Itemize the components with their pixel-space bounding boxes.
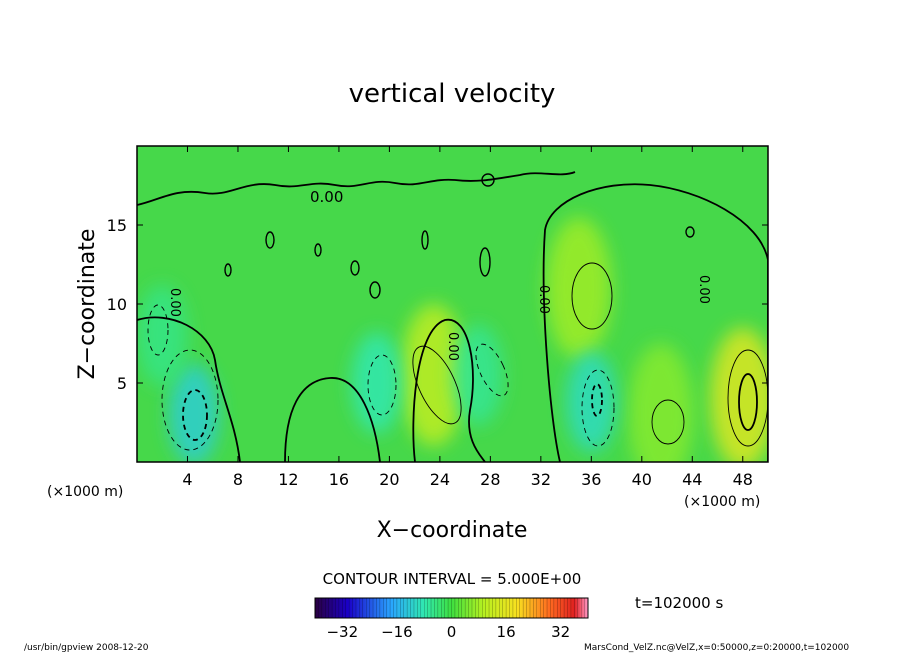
zero-contour-negative-left [137, 316, 241, 462]
x-axis-label: X−coordinate [377, 518, 528, 543]
colorbar-tick-label: −16 [381, 623, 413, 641]
y-tick-label: 5 [117, 374, 127, 393]
small-cell [265, 231, 275, 249]
x-tick-label: 40 [632, 470, 652, 489]
small-cell [479, 247, 491, 277]
colorbar-tick-label: 0 [447, 623, 457, 641]
small-cell [224, 263, 232, 277]
negative-contour-36-outer [581, 369, 615, 447]
y-axis-label: Z−coordinate [75, 229, 100, 380]
time-label: t=102000 s [635, 594, 723, 612]
small-cell [421, 230, 429, 250]
negative-contour-27 [475, 343, 509, 397]
x-tick-label: 36 [581, 470, 601, 489]
x-tick-label: 48 [733, 470, 753, 489]
x-tick-label: 44 [682, 470, 702, 489]
zero-contour-label: 0.00 [536, 285, 551, 314]
field-anomaly-negative [137, 285, 188, 387]
colorbar-ticks [318, 598, 585, 618]
zero-contour-label: 0.00 [310, 188, 343, 206]
x-tick-label: 12 [278, 470, 298, 489]
small-cell [314, 243, 322, 257]
field-anomaly-negative [566, 351, 617, 453]
chart-title: vertical velocity [349, 79, 556, 109]
footer-left: /usr/bin/gpview 2008-12-20 [24, 643, 149, 653]
zero-contour-mid [284, 377, 381, 462]
small-cell [685, 226, 695, 238]
negative-contour-4-inner [182, 389, 208, 441]
field-anomaly-positive [709, 327, 768, 462]
negative-contour-36-inner [591, 383, 603, 417]
small-cell [350, 260, 360, 276]
colorbar-labels: −32 −16 0 16 32 [326, 623, 570, 641]
x-tick-label: 24 [430, 470, 450, 489]
x-tick-label: 8 [233, 470, 243, 489]
field-anomaly-positive [400, 304, 467, 447]
colorbar-tick-label: −32 [326, 623, 358, 641]
field-anomaly-negative [351, 332, 403, 434]
zero-contour-top [137, 171, 576, 206]
x-tick-label: 28 [480, 470, 500, 489]
small-cell [369, 281, 381, 299]
x-axis: 4 8 12 16 20 24 28 32 36 40 44 48 [182, 146, 753, 489]
field-anomaly-positive [627, 343, 694, 462]
x-tick-label: 16 [329, 470, 349, 489]
footer-right: MarsCond_VelZ.nc@VelZ,x=0:50000,z=0:2000… [584, 643, 849, 653]
field-anomaly-negative [452, 324, 503, 426]
zero-contour-positive-24 [412, 319, 486, 462]
y-tick-label: 15 [107, 216, 127, 235]
x-tick-label: 20 [379, 470, 399, 489]
positive-contour-24 [412, 345, 462, 425]
x-tick-label: 32 [531, 470, 551, 489]
positive-contour-35 [571, 262, 613, 330]
colorbar-tick-label: 16 [497, 623, 516, 641]
x-tick-label: 4 [182, 470, 192, 489]
positive-contour-48-outer [727, 349, 768, 447]
zero-contour-label: 0.00 [696, 275, 711, 304]
y-tick-label: 10 [107, 295, 127, 314]
negative-contour-2 [147, 304, 169, 356]
zero-contour-label: 0.00 [445, 332, 460, 361]
colorbar-frame [314, 597, 589, 619]
negative-contour-4-outer [161, 349, 219, 451]
positive-contour-48-inner [738, 373, 758, 431]
y-axis: 5 10 15 [107, 216, 768, 393]
positive-contour-41 [651, 399, 685, 445]
contour-interval: CONTOUR INTERVAL = 5.000E+00 [323, 570, 582, 588]
velocity-field [137, 217, 768, 462]
negative-contour-19 [367, 354, 397, 416]
colorbar-tick-label: 32 [551, 623, 570, 641]
field-anomaly-positive [545, 217, 612, 360]
field-anomaly-negative [168, 364, 220, 462]
contour-lines: 0.00 0.00 0.00 0.00 0.00 [137, 171, 768, 462]
small-cell [481, 173, 495, 187]
zero-contour-label: 0.00 [167, 288, 182, 317]
zero-contour-positive-right [542, 183, 768, 462]
x-axis-unit-left: (×1000 m) [47, 484, 123, 500]
x-axis-unit-right: (×1000 m) [684, 494, 760, 510]
